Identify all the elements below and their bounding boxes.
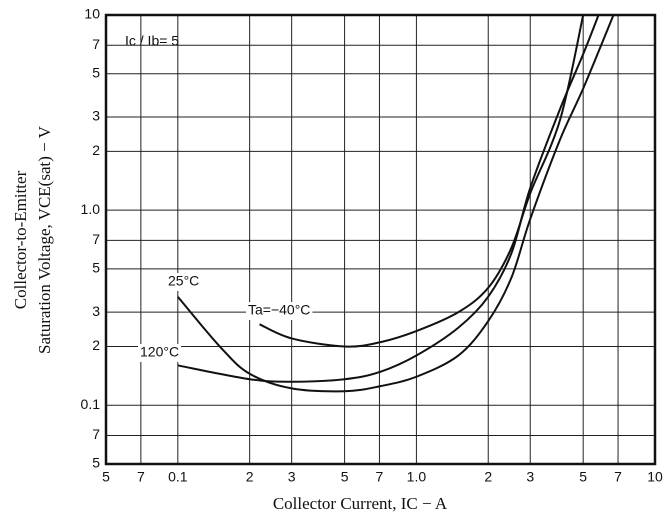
curve [259, 14, 585, 348]
x-tick-label: 0.1 [168, 469, 188, 485]
y-tick-label: 3 [92, 303, 100, 319]
y-tick-label: 7 [92, 36, 100, 52]
x-tick-label: 5 [341, 469, 349, 485]
x-axis-label: Collector Current, IC − A [273, 494, 448, 513]
label-bg [246, 302, 313, 320]
y-tick-label: 5 [92, 64, 100, 80]
x-tick-label: 7 [376, 469, 384, 485]
x-tick-label: 2 [484, 469, 492, 485]
y-axis-label: Saturation Voltage, VCE(sat) − V [35, 125, 54, 354]
y-tick-label: 5 [92, 260, 100, 276]
annotation: Ic / Ib= 5 [125, 33, 179, 49]
label-bg [138, 344, 182, 362]
plot-frame [104, 13, 657, 466]
y-tick-label: 7 [92, 426, 100, 442]
x-tick-label: 3 [288, 469, 296, 485]
x-tick-label: 2 [246, 469, 254, 485]
series-label: 25°C [168, 273, 199, 289]
series-label: 120°C [140, 344, 179, 360]
y-tick-label: 0.1 [81, 396, 101, 412]
curve [177, 14, 615, 393]
x-tick-label: 10 [647, 469, 663, 485]
y-axis-label: Collector-to-Emitter [11, 170, 30, 309]
y-tick-label: 5 [92, 455, 100, 471]
y-tick-label: 2 [92, 142, 100, 158]
x-tick-label: 1.0 [407, 469, 427, 485]
x-tick-label: 3 [526, 469, 534, 485]
y-tick-label: 7 [92, 231, 100, 247]
x-tick-label: 5 [102, 469, 110, 485]
series-label: Ta=−40°C [248, 302, 310, 318]
y-tick-label: 3 [92, 108, 100, 124]
y-tick-label: 10 [84, 6, 100, 22]
x-tick-label: 5 [579, 469, 587, 485]
x-tick-label: 7 [614, 469, 622, 485]
curve [177, 14, 600, 383]
y-tick-label: 2 [92, 337, 100, 353]
x-tick-label: 7 [137, 469, 145, 485]
label-bg [166, 273, 202, 291]
y-tick-label: 1.0 [81, 201, 101, 217]
